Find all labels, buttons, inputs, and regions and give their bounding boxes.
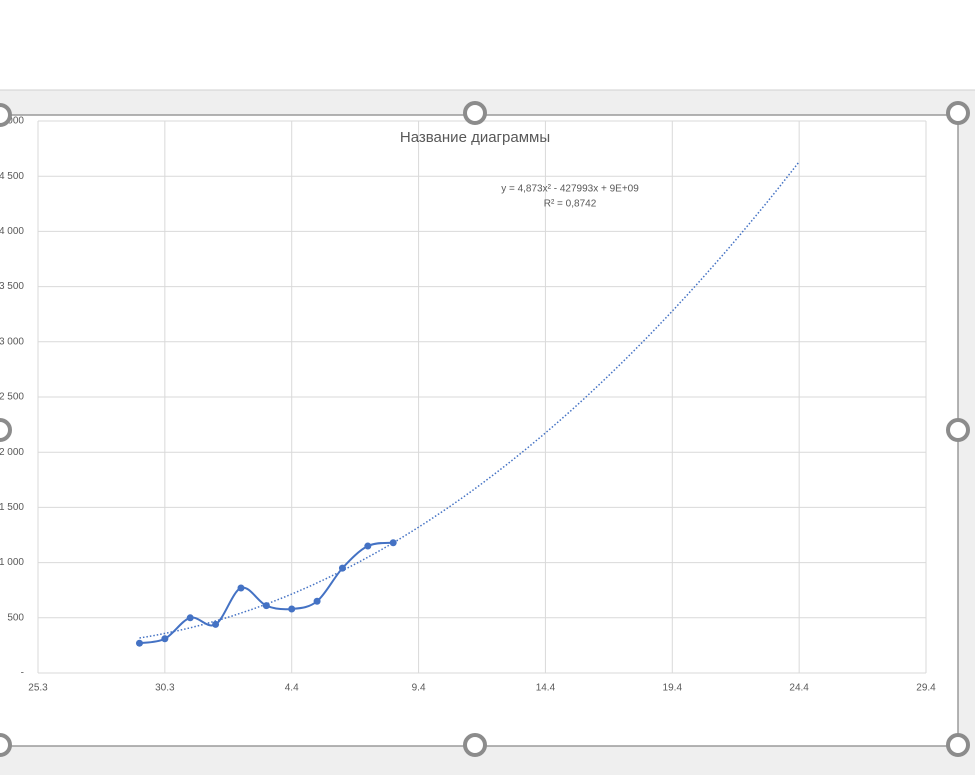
x-tick-label: 14.4 (536, 683, 556, 694)
data-point (288, 605, 296, 613)
y-tick-label: 5 000 (0, 116, 24, 127)
handle[interactable] (0, 733, 12, 757)
handle[interactable] (946, 101, 970, 125)
handle[interactable] (463, 101, 487, 125)
data-point (135, 639, 143, 647)
y-tick-label: - (21, 668, 24, 679)
plot: - 500 1 000 1 500 2 000 2 500 3 000 3 500 4 000 4… (0, 116, 936, 694)
handle[interactable] (0, 103, 12, 127)
handle[interactable] (463, 733, 487, 757)
data-point (313, 597, 321, 605)
chart-area[interactable] (0, 114, 959, 747)
x-tick-label: 25.3 (28, 683, 48, 694)
data-point (262, 602, 270, 610)
trend-equation[interactable]: y = 4,873x² - 427993x + 9E+09 (501, 184, 639, 195)
handle[interactable] (946, 418, 970, 442)
trend-r2[interactable]: R² = 0,8742 (544, 199, 597, 210)
y-tick-label: 500 (7, 612, 24, 623)
top-band (0, 0, 975, 90)
x-tick-label: 30.3 (155, 683, 175, 694)
x-tick-label: 4.4 (285, 683, 299, 694)
y-tick-label: 3 500 (0, 281, 24, 292)
data-point (161, 635, 169, 643)
y-tick-label: 2 500 (0, 392, 24, 403)
y-tick-label: 1 500 (0, 502, 24, 513)
y-tick-label: 2 000 (0, 447, 24, 458)
chart-title[interactable]: Название диаграммы (400, 129, 550, 146)
data-point (212, 620, 220, 628)
x-tick-label: 24.4 (789, 683, 809, 694)
data-point (389, 539, 397, 547)
data-point (237, 584, 245, 592)
selection-handles (0, 101, 970, 757)
x-tick-label: 19.4 (663, 683, 683, 694)
y-tick-label: 3 000 (0, 336, 24, 347)
x-tick-label: 29.4 (916, 683, 936, 694)
data-point (364, 542, 372, 550)
handle[interactable] (946, 733, 970, 757)
x-tick-label: 9.4 (412, 683, 426, 694)
y-tick-label: 4 500 (0, 171, 24, 182)
y-tick-label: 4 000 (0, 226, 24, 237)
data-point (338, 564, 346, 572)
data-point (186, 614, 194, 622)
y-tick-label: 1 000 (0, 557, 24, 568)
handle[interactable] (0, 418, 12, 442)
